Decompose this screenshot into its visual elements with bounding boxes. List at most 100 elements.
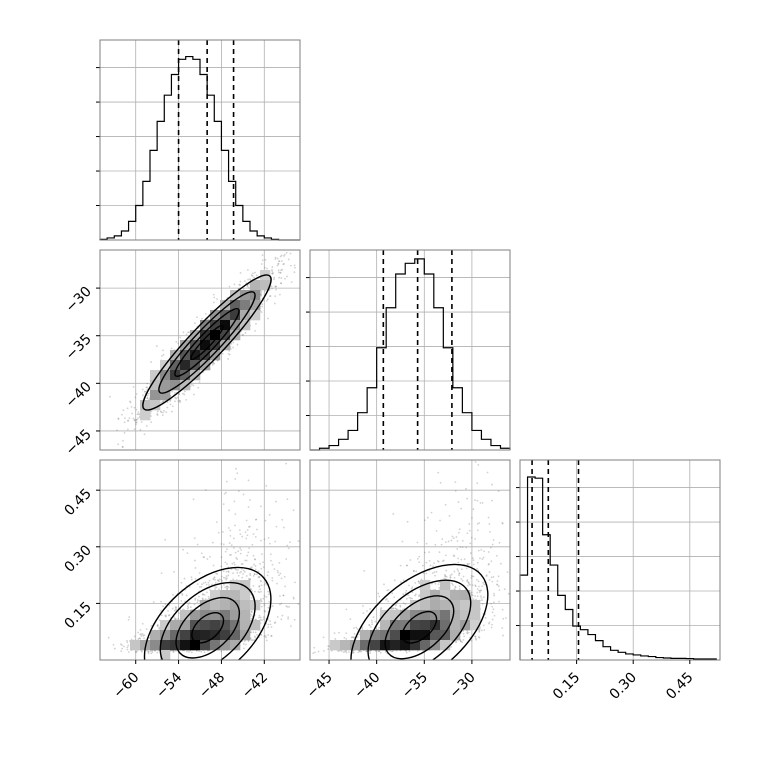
panel-frame xyxy=(309,249,511,451)
scatter-point xyxy=(173,618,176,620)
scatter-point xyxy=(252,631,255,634)
scatter-point xyxy=(252,272,254,275)
density-cell xyxy=(230,290,241,301)
scatter-point xyxy=(239,284,241,286)
scatter-point xyxy=(129,401,132,404)
scatter-point xyxy=(220,578,223,581)
scatter-point xyxy=(137,417,139,420)
scatter-point xyxy=(183,393,186,396)
scatter-point xyxy=(233,500,236,503)
scatter-point xyxy=(162,605,164,608)
scatter-point xyxy=(185,333,188,336)
scatter-point xyxy=(237,574,240,577)
density-cell xyxy=(200,350,211,361)
scatter-point xyxy=(156,624,159,627)
scatter-point xyxy=(260,293,262,295)
scatter-point xyxy=(126,428,129,431)
scatter-point xyxy=(224,577,227,579)
scatter-point xyxy=(276,257,279,260)
density-cell xyxy=(150,390,161,401)
scatter-point xyxy=(281,614,284,617)
pair-content xyxy=(107,462,300,660)
scatter-point xyxy=(117,417,120,420)
scatter-point xyxy=(275,285,278,288)
scatter-point xyxy=(212,564,215,567)
scatter-point xyxy=(249,572,252,575)
scatter-point xyxy=(271,270,274,273)
scatter-point xyxy=(220,586,223,589)
scatter-point xyxy=(194,598,197,601)
scatter-point xyxy=(133,428,136,431)
scatter-point xyxy=(297,602,300,605)
scatter-point xyxy=(255,518,258,521)
scatter-point xyxy=(315,218,317,220)
scatter-point xyxy=(126,646,129,649)
scatter-point xyxy=(241,568,243,570)
scatter-point xyxy=(171,607,174,610)
scatter-point xyxy=(292,597,295,600)
scatter-point xyxy=(223,583,225,586)
scatter-point xyxy=(253,563,255,566)
scatter-point xyxy=(229,348,232,350)
scatter-point xyxy=(236,558,239,560)
scatter-point xyxy=(188,331,191,334)
scatter-point xyxy=(162,400,165,402)
scatter-point xyxy=(297,217,299,219)
scatter-point xyxy=(134,396,137,399)
scatter-point xyxy=(250,617,253,620)
scatter-point xyxy=(135,408,138,411)
scatter-point xyxy=(279,245,281,247)
scatter-point xyxy=(150,652,153,655)
scatter-point xyxy=(293,271,296,274)
scatter-point xyxy=(173,570,175,573)
scatter-point xyxy=(217,531,220,534)
scatter-point xyxy=(141,622,144,625)
density-cell xyxy=(210,340,221,351)
scatter-point xyxy=(190,651,193,654)
scatter-point xyxy=(264,258,267,261)
scatter-point xyxy=(202,598,204,601)
density-cell xyxy=(180,370,191,381)
density-cell xyxy=(210,330,221,341)
scatter-point xyxy=(135,419,138,421)
scatter-point xyxy=(123,645,125,648)
scatter-point xyxy=(226,563,228,565)
scatter-point xyxy=(275,525,278,528)
scatter-point xyxy=(245,559,248,562)
scatter-point xyxy=(150,410,153,413)
scatter-point xyxy=(149,650,152,652)
scatter-point xyxy=(190,578,193,581)
scatter-point xyxy=(234,567,237,570)
scatter-point xyxy=(228,554,231,556)
scatter-point xyxy=(137,413,140,416)
scatter-point xyxy=(187,331,190,334)
scatter-point xyxy=(202,556,205,559)
scatter-point xyxy=(167,614,170,617)
scatter-point xyxy=(279,595,281,598)
scatter-point xyxy=(254,271,256,274)
scatter-point xyxy=(288,605,291,608)
scatter-point xyxy=(277,269,280,272)
scatter-point xyxy=(227,352,230,355)
scatter-point xyxy=(287,258,290,261)
scatter-point xyxy=(177,400,180,403)
scatter-point xyxy=(124,417,126,419)
density-cell xyxy=(140,400,151,411)
scatter-point xyxy=(145,386,148,389)
scatter-point xyxy=(128,417,131,420)
density-cell xyxy=(190,340,201,351)
scatter-point xyxy=(238,529,241,532)
scatter-point xyxy=(139,633,142,636)
scatter-point xyxy=(164,538,167,541)
scatter-point xyxy=(259,588,262,591)
scatter-point xyxy=(235,568,238,571)
scatter-point xyxy=(142,394,144,397)
scatter-point xyxy=(175,606,178,609)
scatter-point xyxy=(259,562,262,565)
scatter-point xyxy=(162,411,164,414)
density-cell xyxy=(140,410,151,421)
scatter-point xyxy=(239,272,242,274)
scatter-point xyxy=(168,604,171,607)
scatter-point xyxy=(257,576,260,578)
scatter-point xyxy=(245,575,248,577)
